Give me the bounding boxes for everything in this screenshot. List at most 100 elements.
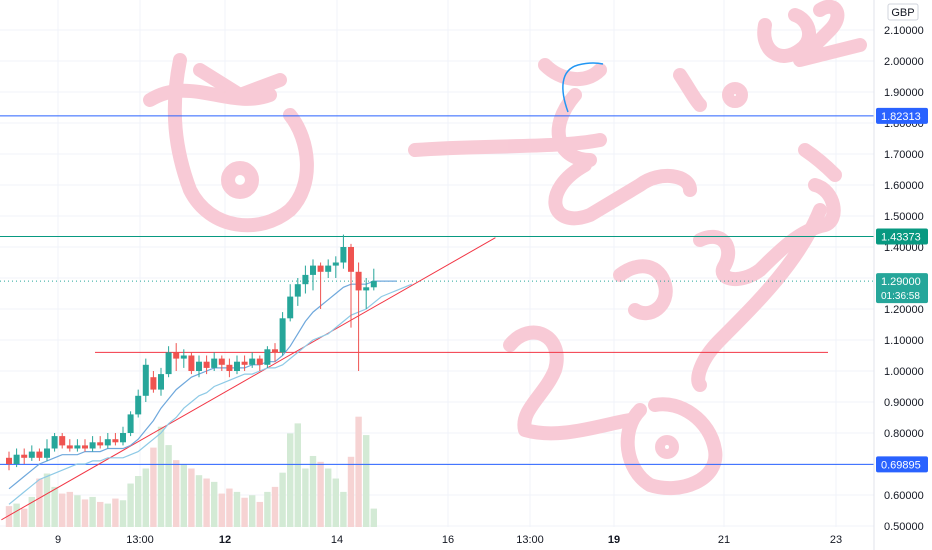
candle-body	[302, 274, 309, 285]
candle	[120, 426, 126, 446]
candle-body	[211, 358, 218, 368]
candlestick-series	[6, 234, 377, 471]
candle-body	[340, 247, 347, 263]
moving-average-line	[8, 280, 397, 490]
candle-body	[249, 358, 256, 365]
grid-lines	[0, 0, 874, 527]
candle	[370, 268, 377, 291]
candle-body	[21, 454, 28, 458]
candle	[249, 352, 256, 368]
currency-label[interactable]: GBP	[887, 3, 919, 21]
volume-bar	[294, 423, 301, 527]
candle-body	[66, 445, 73, 449]
price-axis[interactable]: 2.100002.000001.900001.800001.700001.600…	[884, 25, 924, 533]
candle-body	[74, 445, 81, 449]
volume-bar	[287, 433, 294, 527]
countdown-text: 01:36:58	[881, 291, 920, 302]
price-tick-label: 0.80000	[884, 428, 924, 440]
candle	[234, 355, 240, 375]
candle	[196, 355, 202, 378]
price-tick-label: 1.50000	[884, 211, 924, 223]
candle-body	[127, 414, 134, 433]
candle	[325, 259, 332, 278]
volume-bar	[233, 491, 241, 527]
volume-bar	[256, 501, 263, 527]
candle	[135, 389, 142, 418]
volume-bar	[279, 472, 286, 527]
candle-body	[44, 448, 50, 458]
time-tick-label: 19	[608, 534, 620, 546]
candle	[165, 346, 172, 378]
handwritten-doodle-annotations	[143, 0, 867, 496]
volume-bar	[51, 486, 58, 527]
volume-bar	[188, 468, 195, 527]
trendlines[interactable]	[1, 237, 496, 521]
candle-body	[370, 281, 377, 288]
price-tick-label: 2.00000	[884, 56, 924, 68]
candle	[256, 355, 263, 371]
price-tick-label: 1.10000	[884, 335, 924, 347]
candle-body	[59, 436, 66, 446]
trendline[interactable]	[1, 237, 496, 521]
volume-bar	[21, 508, 28, 527]
volume-bar	[180, 464, 187, 527]
time-axis[interactable]: 9 13:00 12 14 16 13:00 19 21 23	[55, 534, 842, 546]
candle-body	[234, 361, 240, 371]
volume-bar	[5, 506, 13, 527]
volume-bars	[5, 416, 377, 527]
candle-body	[218, 358, 225, 365]
time-tick-label: 9	[55, 534, 61, 546]
volume-bar	[203, 478, 210, 527]
volume-bar	[135, 476, 142, 527]
volume-bar	[347, 456, 355, 527]
horizontal-price-levels[interactable]	[0, 115, 874, 465]
current-price-text: 1.29000	[881, 276, 921, 288]
price-tick-label: 1.90000	[884, 87, 924, 99]
volume-bar	[112, 498, 119, 527]
price-level-tag-text: 1.43373	[881, 232, 921, 244]
price-level-tag	[876, 107, 928, 124]
candle	[82, 439, 88, 452]
price-tick-label: 1.00000	[884, 366, 924, 378]
moving-averages	[8, 280, 413, 505]
candle-body	[332, 262, 339, 266]
volume-bar	[13, 503, 20, 527]
volume-bar	[36, 478, 43, 527]
candle-body	[287, 296, 294, 319]
candle-body	[89, 442, 96, 449]
candle	[264, 346, 271, 368]
candle	[97, 436, 104, 449]
time-tick-label: 13:00	[516, 534, 544, 546]
candle	[51, 433, 58, 452]
candle-body	[203, 361, 210, 368]
candle	[158, 367, 164, 396]
candle-body	[310, 265, 316, 275]
volume-bar	[157, 426, 165, 527]
candle-body	[294, 284, 301, 297]
small-blue-stroke-annotation	[562, 62, 604, 113]
candle	[36, 448, 43, 461]
candle	[6, 451, 12, 471]
candle	[348, 243, 354, 328]
candle	[66, 439, 73, 452]
candle	[226, 358, 233, 378]
price-tick-label: 0.50000	[884, 521, 924, 533]
candle	[294, 278, 301, 306]
candle-body	[150, 377, 157, 390]
volume-bar	[195, 475, 203, 527]
candle-body	[165, 352, 172, 375]
candle-body	[36, 451, 43, 458]
volume-bar	[271, 486, 279, 527]
candle	[112, 433, 119, 446]
candle-body	[158, 374, 164, 390]
candle-body	[325, 265, 332, 272]
price-tick-label: 2.10000	[884, 25, 924, 37]
candle-body	[317, 265, 324, 272]
candle	[310, 259, 316, 291]
candle	[142, 358, 149, 402]
moving-average-line	[8, 283, 413, 505]
time-tick-label: 23	[830, 534, 842, 546]
candle	[363, 278, 370, 309]
volume-bar	[173, 460, 180, 527]
